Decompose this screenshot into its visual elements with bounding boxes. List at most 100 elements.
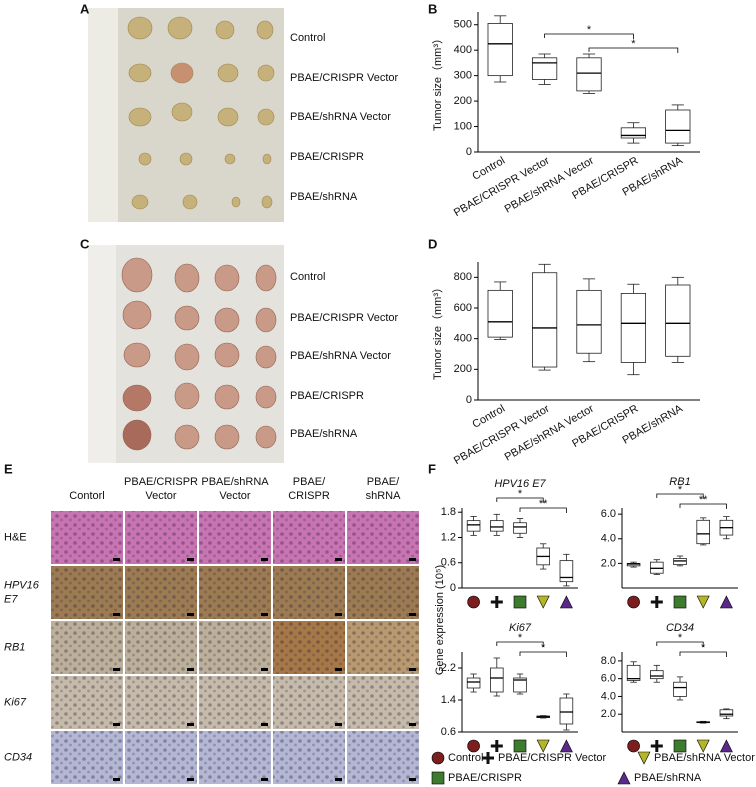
y-tick-label: 800 — [454, 271, 472, 283]
significance-bracket — [588, 47, 679, 53]
scale-bar — [335, 558, 342, 561]
photo-c — [88, 245, 284, 463]
scale-bar — [409, 778, 416, 781]
histology-texture — [51, 621, 123, 674]
chart-title: CD34 — [666, 622, 694, 634]
box — [696, 519, 710, 545]
marker — [513, 595, 527, 609]
chart-title: Ki67 — [509, 622, 532, 634]
scale-bar — [261, 778, 268, 781]
y-tick-label: 4.0 — [601, 533, 616, 545]
box — [576, 57, 602, 92]
scale-bar — [409, 613, 416, 616]
box — [490, 520, 504, 532]
box — [531, 272, 558, 368]
box — [665, 284, 691, 357]
histology-texture — [273, 511, 345, 564]
histology-texture — [199, 621, 271, 674]
sample-label: PBAE/shRNA — [290, 191, 358, 203]
significance-bracket — [679, 503, 727, 509]
y-tick-label: 0 — [466, 146, 472, 158]
panel-letter: C — [80, 236, 90, 251]
marker — [536, 739, 550, 753]
significance-label: ** — [699, 494, 708, 506]
significance-label: * — [701, 642, 706, 654]
significance-bracket — [679, 651, 727, 657]
sample-label: PBAE/CRISPR — [290, 151, 364, 163]
marker — [719, 739, 733, 753]
scale-bar — [409, 723, 416, 726]
scale-bar — [409, 668, 416, 671]
y-axis-label: Tumor size（mm³） — [431, 282, 444, 380]
chart-title: HPV16 E7 — [494, 478, 546, 490]
legend-label: Control — [448, 752, 483, 764]
legend-label: PBAE/CRISPR Vector — [498, 752, 607, 764]
column-header: Vector — [145, 490, 177, 502]
scale-bar — [113, 613, 120, 616]
box — [620, 127, 647, 139]
row-label: E7 — [4, 593, 18, 605]
marker — [513, 739, 527, 753]
scale-bar — [261, 613, 268, 616]
histology-texture — [347, 676, 419, 729]
histology-texture — [199, 676, 271, 729]
marker — [627, 595, 640, 609]
histology-texture — [199, 511, 271, 564]
box — [466, 677, 481, 689]
significance-bracket — [656, 641, 704, 647]
sample-label: PBAE/shRNA Vector — [290, 111, 391, 123]
significance-bracket — [519, 651, 567, 657]
column-header: shRNA — [366, 490, 402, 502]
sample-label: Control — [290, 271, 325, 283]
marker — [482, 752, 494, 764]
marker — [536, 595, 550, 609]
marker — [673, 595, 687, 609]
significance-label: * — [678, 632, 683, 644]
y-axis-label: Gene expression (10⁵) — [434, 565, 446, 675]
box — [487, 23, 513, 77]
y-tick-label: 600 — [454, 302, 472, 314]
y-tick-label: 8.0 — [601, 655, 616, 667]
scale-bar — [113, 778, 120, 781]
scale-bar — [187, 778, 194, 781]
scale-bar — [335, 778, 342, 781]
row-label: HPV16 — [4, 579, 40, 591]
y-tick-label: 300 — [454, 70, 472, 82]
histology-texture — [347, 621, 419, 674]
x-tick-label: Control — [470, 155, 507, 183]
y-tick-label: 500 — [454, 19, 472, 31]
scale-bar — [113, 723, 120, 726]
y-tick-label: 2.0 — [601, 557, 616, 569]
histology-texture — [273, 731, 345, 784]
column-header: Vector — [219, 490, 251, 502]
box — [559, 697, 574, 725]
histology-texture — [51, 511, 123, 564]
box — [620, 293, 647, 363]
marker — [467, 739, 480, 753]
box — [487, 289, 513, 338]
histology-texture — [273, 566, 345, 619]
box — [650, 670, 664, 680]
scale-bar — [113, 668, 120, 671]
sample-label: PBAE/shRNA — [290, 428, 358, 440]
scale-bar — [409, 558, 416, 561]
sample-label: PBAE/CRISPR — [290, 390, 364, 402]
y-tick-label: 1.8 — [441, 506, 456, 518]
scale-bar — [261, 723, 268, 726]
column-header: PBAE/ — [293, 476, 326, 488]
y-tick-label: 100 — [454, 120, 472, 132]
panel-letter: E — [4, 461, 13, 476]
scale-bar — [113, 558, 120, 561]
box — [576, 289, 602, 354]
sample-label: PBAE/CRISPR Vector — [290, 72, 399, 84]
y-tick-label: 2.2 — [441, 662, 456, 674]
marker — [490, 740, 503, 752]
box — [490, 667, 504, 693]
box — [626, 664, 641, 681]
significance-bracket — [656, 493, 704, 499]
histology-texture — [347, 566, 419, 619]
box — [531, 57, 558, 80]
histology-texture — [125, 731, 197, 784]
marker — [696, 739, 710, 753]
box — [513, 522, 527, 534]
